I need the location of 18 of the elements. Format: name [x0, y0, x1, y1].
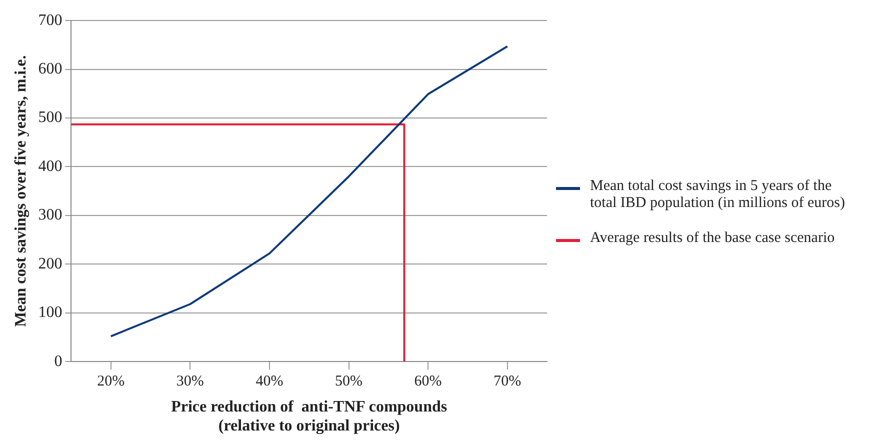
y-tick-label: 100: [38, 304, 62, 322]
x-tick-label: 50%: [335, 374, 362, 390]
x-tick-label: 40%: [256, 374, 284, 390]
y-tick-label: 500: [38, 109, 62, 126]
x-tick-label: 30%: [176, 374, 204, 390]
y-tick-label: 700: [38, 12, 62, 29]
x-tick-label: 70%: [494, 374, 522, 390]
x-tick-label: 20%: [97, 374, 125, 390]
x-axis-title: Price reduction of anti-TNF compounds (relative to original prices): [171, 398, 448, 435]
y-tick-label: 300: [38, 206, 62, 224]
y-tick-label: 600: [38, 60, 62, 78]
y-tick-label: 200: [38, 255, 62, 272]
x-tick-label: 60%: [414, 374, 442, 390]
y-axis-title: Mean cost savings over five years, m.i.e.: [12, 55, 30, 327]
y-tick-label: 400: [38, 158, 62, 175]
y-tick-label: 0: [54, 352, 62, 370]
legend-label: Mean total cost savings in 5 years of the total IBD population (in millions of euros): [590, 178, 846, 212]
legend-label: Average results of the base case scenario: [590, 230, 835, 247]
